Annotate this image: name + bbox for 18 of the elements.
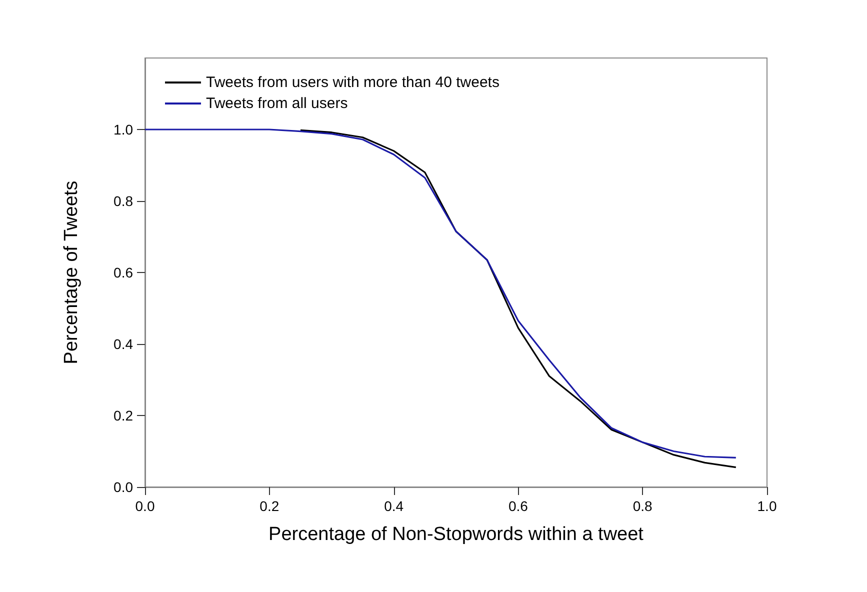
x-tick-label: 1.0 xyxy=(757,498,777,514)
legend-label: Tweets from all users xyxy=(206,95,348,112)
y-tick-label: 0.6 xyxy=(114,264,134,280)
y-tick-label: 0.8 xyxy=(114,193,134,209)
legend-label: Tweets from users with more than 40 tweets xyxy=(206,74,500,91)
y-tick-label: 0.0 xyxy=(114,479,134,495)
x-tick-label: 0.0 xyxy=(135,498,155,514)
line-series xyxy=(300,129,737,468)
y-tick-label: 0.2 xyxy=(114,408,134,424)
x-tick-label: 0.8 xyxy=(632,498,653,514)
x-tick-label: 0.4 xyxy=(384,498,404,514)
x-tick-label: 0.6 xyxy=(508,498,528,514)
y-axis-title: Percentage of Tweets xyxy=(61,180,82,364)
x-tick-label: 0.2 xyxy=(260,498,280,514)
line-series xyxy=(144,128,737,458)
x-axis-title: Percentage of Non-Stopwords within a tweet xyxy=(268,524,644,545)
y-tick-label: 1.0 xyxy=(114,122,134,138)
y-tick-label: 0.4 xyxy=(114,336,134,352)
